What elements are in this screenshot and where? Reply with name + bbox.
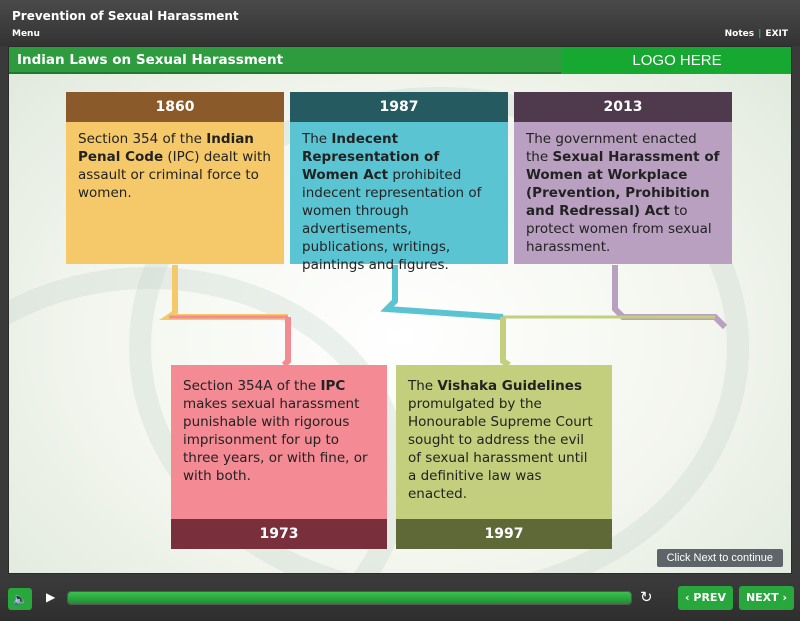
slide-title: Indian Laws on Sexual Harassment [17,52,284,68]
card-year: 1860 [66,92,284,122]
audio-toggle-button[interactable]: 🔈 [8,588,32,610]
timeline-card-1997: The Vishaka Guidelines promulgated by th… [396,365,612,549]
card-text-bold: Indecent Representation of Women Act [302,131,440,183]
card-year: 1997 [396,519,612,549]
prev-button[interactable]: ‹ PREV [678,586,733,610]
course-title: Prevention of Sexual Harassment [12,9,239,23]
menu-button[interactable]: Menu [12,29,40,39]
connector-1860 [159,265,288,320]
card-description: The Indecent Representation of Women Act… [290,122,508,273]
notes-button[interactable]: Notes [724,29,755,39]
card-description: Section 354 of the Indian Penal Code (IP… [66,122,284,264]
title-bar: Prevention of Sexual Harassment Menu Not… [0,0,800,46]
timeline-connector [159,265,728,368]
timeline-card-2013: 2013 The government enacted the Sexual H… [514,92,732,264]
card-text: Section 354 of the [78,131,207,147]
slide-header: Indian Laws on Sexual Harassment LOGO HE… [9,47,791,74]
card-text: (IPC) dealt with assault or criminal for… [78,149,271,201]
link-separator: | [758,29,762,39]
play-icon: ▶ [46,590,56,604]
card-text: The [302,131,332,147]
connector-1987 [380,265,504,320]
replay-icon: ↻ [640,588,653,606]
card-year: 1987 [290,92,508,122]
card-text: to protect women from sexual harassment. [526,203,712,255]
card-text: The government enacted the [526,131,697,165]
card-text-bold: Indian Penal Code [78,131,254,165]
card-text: prohibited indecent representation of wo… [302,167,482,273]
card-description: Section 354A of the IPC makes sexual har… [171,365,387,519]
play-button[interactable]: ▶ [46,590,55,604]
card-text: Section 354A of the [183,378,321,394]
playback-bar: 🔈 ▶ ↻ ‹ PREV NEXT › [0,578,800,621]
card-year: 1973 [171,519,387,549]
card-description: The government enacted the Sexual Harass… [514,122,732,264]
slide-area: Indian Laws on Sexual Harassment LOGO HE… [8,46,792,574]
card-description: The Vishaka Guidelines promulgated by th… [396,365,612,519]
card-text: makes sexual harassment punishable with … [183,396,368,484]
continue-hint: Click Next to continue [656,549,783,567]
card-year: 2013 [514,92,732,122]
replay-button[interactable]: ↻ [640,589,656,605]
card-text-bold: IPC [320,378,346,394]
progress-fill [68,592,631,604]
timeline-card-1987: 1987 The Indecent Representation of Wome… [290,92,508,273]
timeline-card-1973: Section 354A of the IPC makes sexual har… [171,365,387,549]
speaker-icon: 🔈 [12,592,28,606]
card-text-bold: Sexual Harassment of Women at Workplace … [526,149,720,219]
timeline-card-1860: 1860 Section 354 of the Indian Penal Cod… [66,92,284,264]
connector-1973 [281,317,291,368]
progress-bar[interactable] [67,591,632,605]
top-links: Notes | EXIT [725,29,788,39]
card-text: promulgated by the Honourable Supreme Co… [408,396,593,502]
logo-placeholder: LOGO HERE [561,47,791,74]
exit-button[interactable]: EXIT [765,29,788,39]
card-text: The [408,378,438,394]
connector-1997 [500,317,511,368]
next-button[interactable]: NEXT › [739,586,794,610]
card-text-bold: Vishaka Guidelines [437,378,582,394]
